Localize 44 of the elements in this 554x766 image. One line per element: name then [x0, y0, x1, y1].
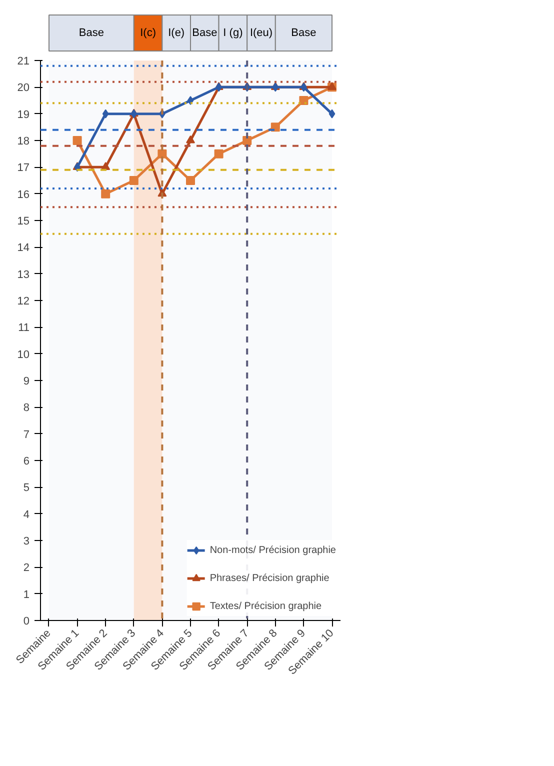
point	[299, 96, 308, 105]
band-label: Base	[192, 27, 218, 39]
y-tick-label: 4	[23, 508, 30, 521]
band-label: Base	[78, 27, 104, 39]
point	[102, 109, 109, 118]
legend-label: Non-mots/ Précision graphie	[210, 544, 336, 556]
point	[129, 176, 138, 185]
point	[328, 109, 336, 118]
y-tick-label: 5	[23, 482, 30, 494]
point	[186, 135, 195, 144]
y-tick-label: 9	[23, 376, 30, 388]
band-label: I(eu)	[250, 27, 273, 39]
y-tick-label: 1	[23, 588, 30, 601]
y-tick-label: 3	[23, 536, 30, 548]
y-tick-label: 16	[17, 188, 30, 201]
y-tick-label: 17	[17, 162, 30, 174]
legend-label: Textes/ Précision graphie	[210, 600, 322, 612]
point	[242, 136, 252, 145]
y-tick-label: 7	[23, 428, 30, 441]
y-tick-label: 15	[17, 216, 30, 228]
y-tick-label: 19	[17, 108, 30, 121]
legend-label: Phrases/ Précision graphie	[210, 572, 330, 584]
band-label: Base	[291, 27, 316, 39]
point	[158, 149, 167, 158]
y-tick-label: 10	[17, 348, 30, 361]
band-label: I(e)	[168, 27, 185, 39]
y-tick-label: 6	[23, 456, 30, 468]
point	[72, 136, 82, 145]
y-tick-label: 2	[23, 562, 30, 574]
y-tick-label: 21	[17, 56, 30, 68]
point	[214, 149, 224, 158]
y-tick-label: 18	[17, 136, 30, 148]
y-tick-label: 12	[17, 296, 30, 308]
y-tick-label: 20	[17, 82, 30, 94]
point	[270, 122, 280, 132]
y-tick-label: 14	[17, 242, 30, 254]
y-tick-label: 8	[23, 402, 30, 414]
y-tick-label: 11	[18, 322, 30, 334]
band-label: I (g)	[223, 27, 243, 39]
y-tick-label: 13	[17, 268, 30, 281]
y-tick-label: 0	[23, 616, 30, 628]
point	[186, 176, 195, 185]
point	[101, 189, 110, 198]
band-label: I(c)	[140, 27, 156, 39]
